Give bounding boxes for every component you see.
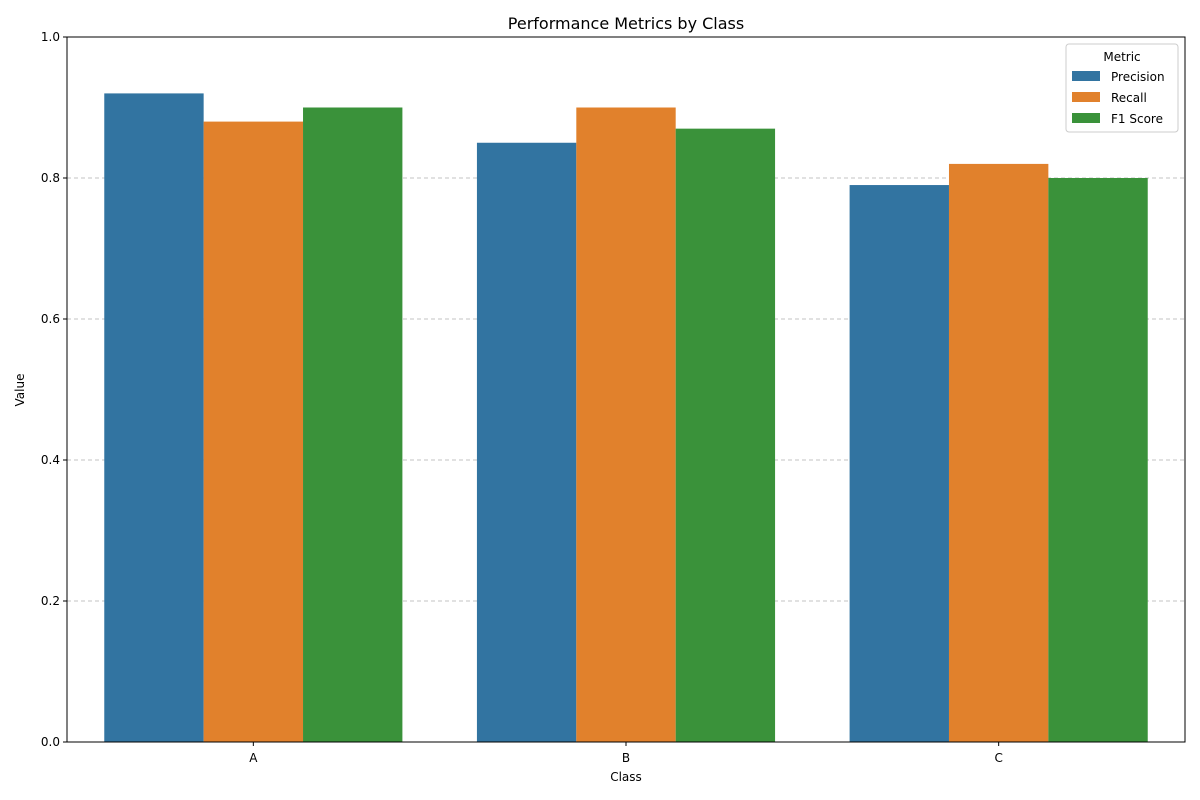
y-tick-label: 0.2 [41, 594, 60, 608]
legend-label: F1 Score [1111, 112, 1163, 126]
chart-title: Performance Metrics by Class [508, 14, 744, 33]
x-tick-label: B [622, 751, 630, 765]
x-tick-label: A [249, 751, 258, 765]
bar-precision-b [476, 142, 577, 742]
legend-swatch-recall [1072, 92, 1100, 102]
y-axis: 0.0 0.2 0.4 0.6 0.8 1.0 [41, 30, 67, 749]
y-tick-label: 0.6 [41, 312, 60, 326]
bar-f1-score-a [303, 107, 403, 742]
y-tick-label: 0.0 [41, 735, 60, 749]
bar-recall-a [203, 121, 304, 743]
legend: Metric Precision Recall F1 Score [1065, 43, 1179, 133]
bar-f1-score-b [675, 128, 776, 742]
bars [104, 93, 1148, 743]
y-axis-label: Value [13, 374, 27, 407]
legend-swatch-precision [1072, 71, 1100, 81]
bar-recall-b [576, 107, 676, 742]
y-tick-label: 1.0 [41, 30, 60, 44]
y-tick-label: 0.4 [41, 453, 60, 467]
x-axis: A B C [249, 742, 1003, 765]
legend-label: Precision [1111, 70, 1165, 84]
y-tick-label: 0.8 [41, 171, 60, 185]
bar-precision-c [849, 185, 949, 743]
bar-precision-a [104, 93, 204, 742]
x-axis-label: Class [610, 770, 642, 784]
x-tick-label: C [994, 751, 1002, 765]
legend-label: Recall [1111, 91, 1147, 105]
legend-swatch-f1-score [1072, 113, 1100, 123]
bar-recall-c [948, 163, 1049, 742]
bar-f1-score-c [1048, 178, 1148, 742]
legend-box [1065, 43, 1179, 133]
legend-title: Metric [1103, 50, 1140, 64]
